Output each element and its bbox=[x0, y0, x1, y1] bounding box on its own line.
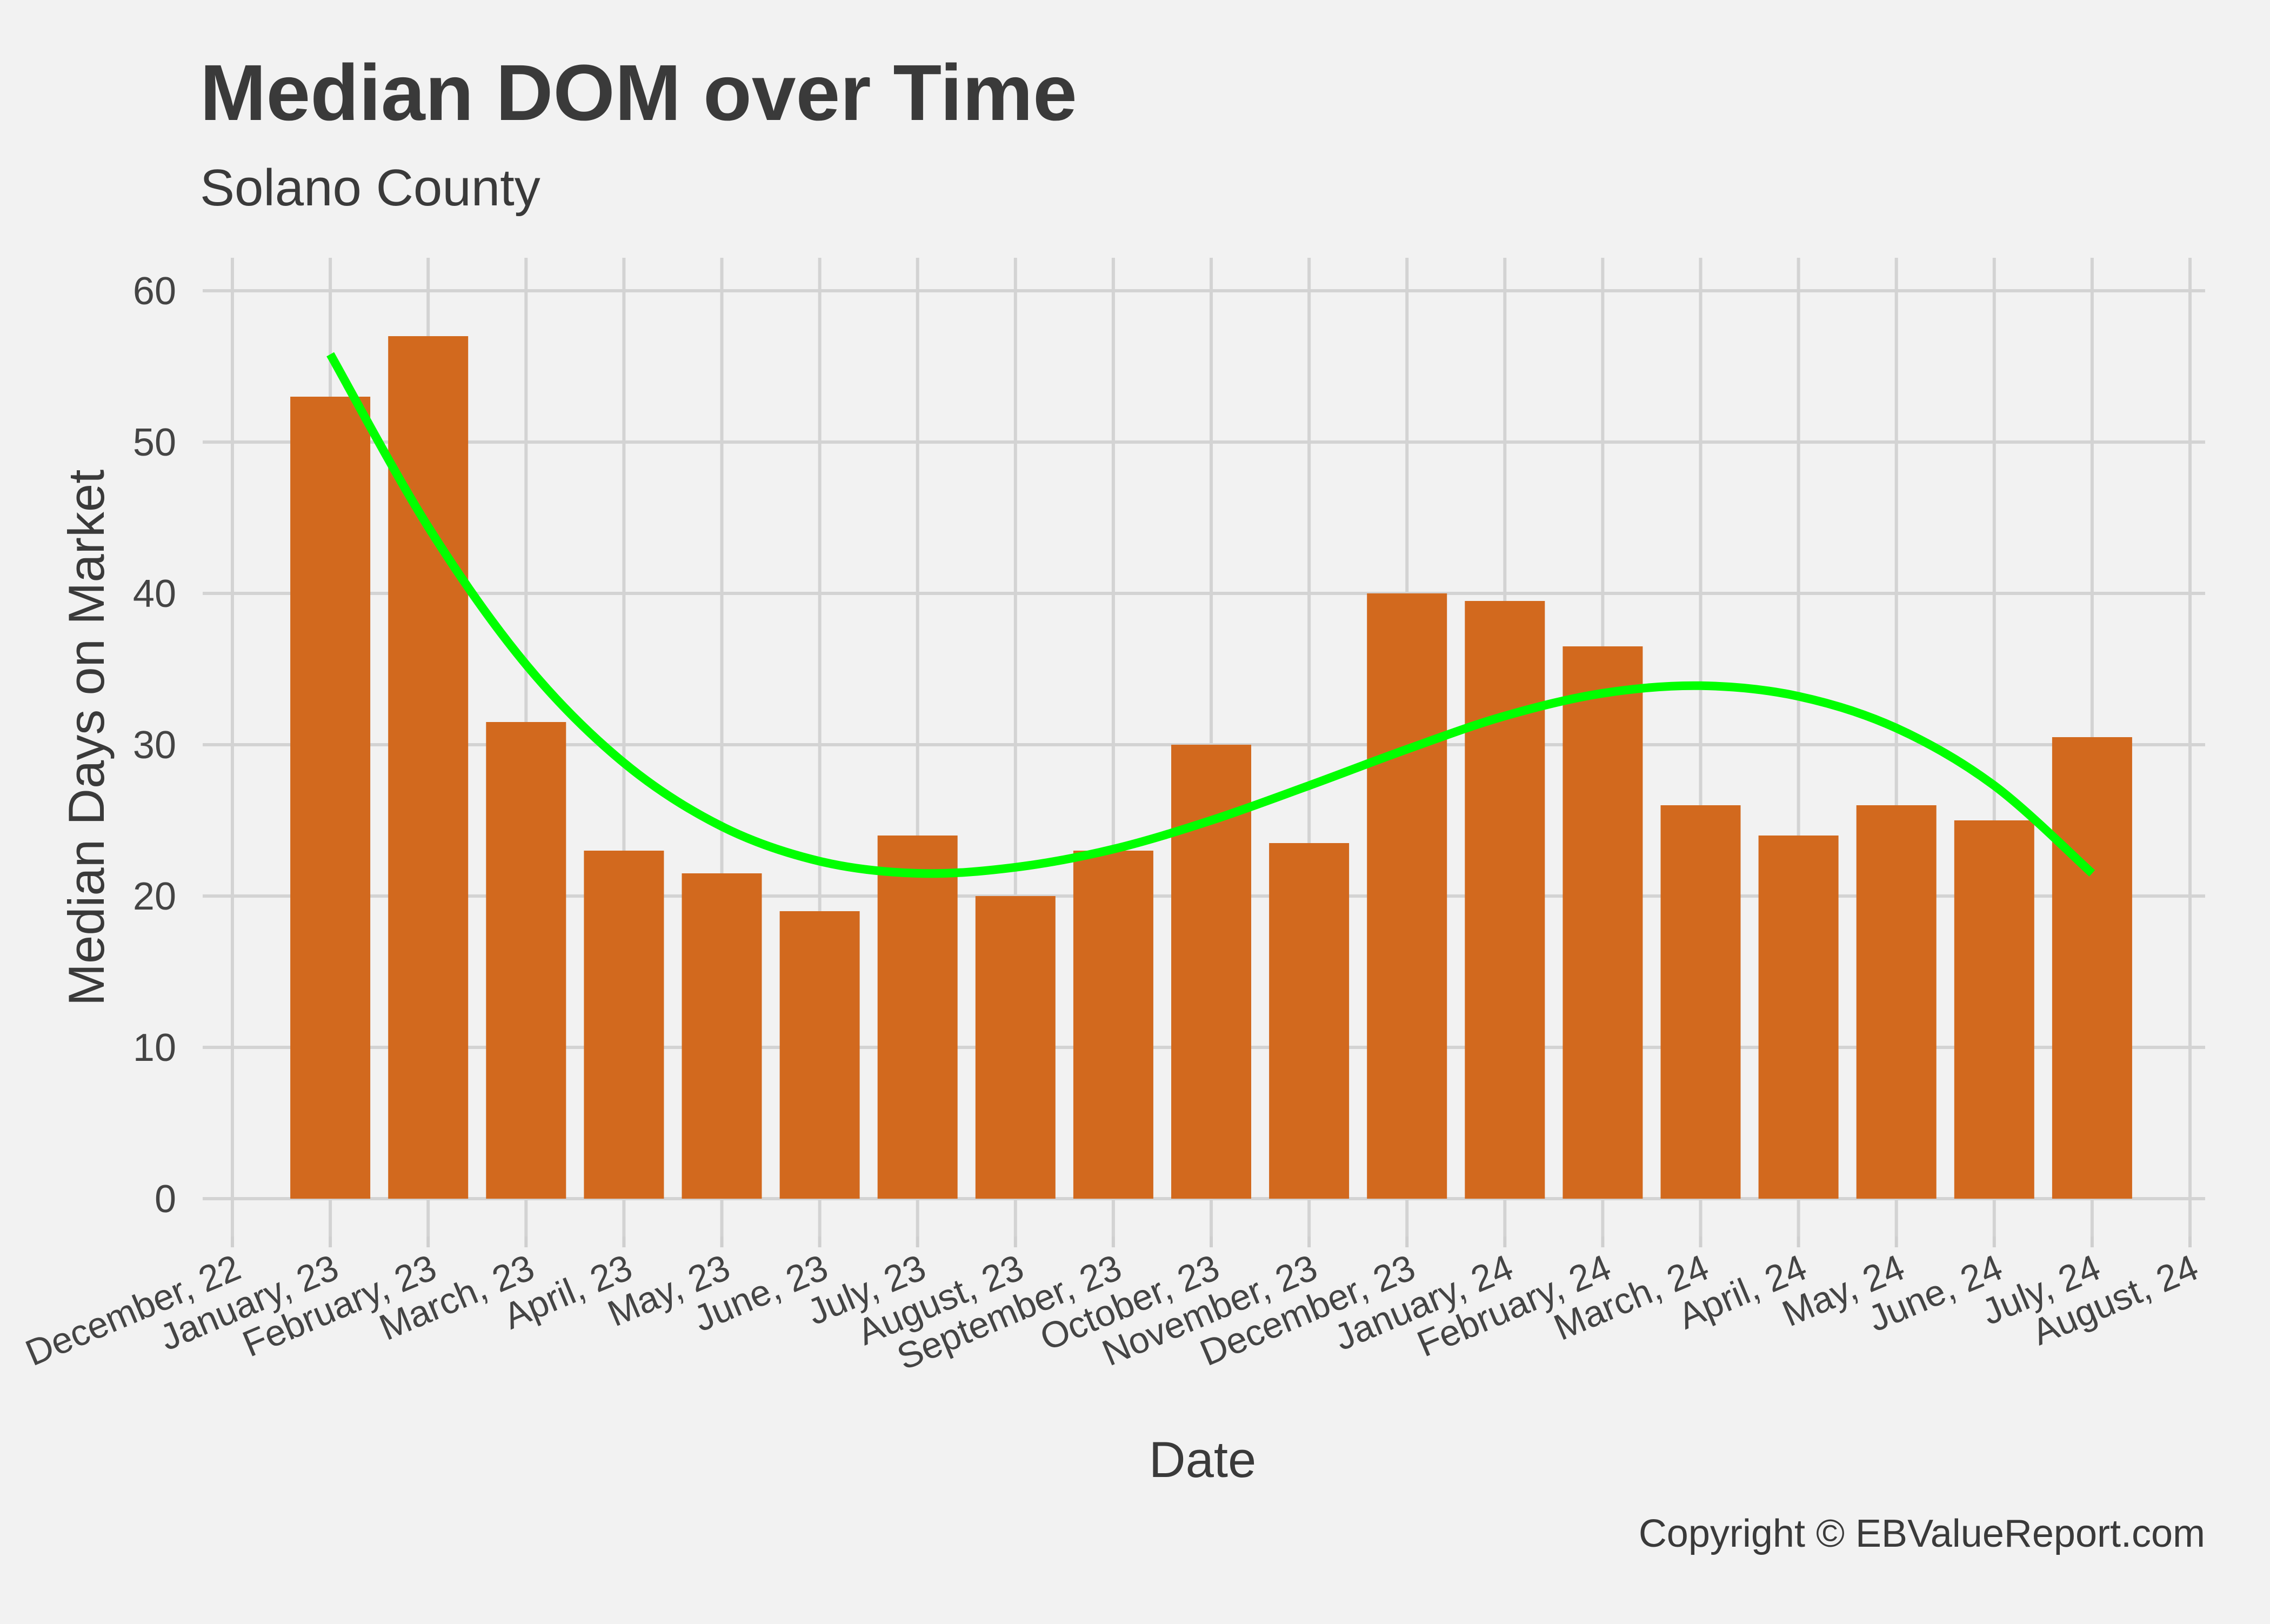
bar-12 bbox=[1367, 593, 1447, 1199]
y-axis: 0 10 20 30 40 50 60 bbox=[133, 270, 176, 1221]
y-tick-label: 40 bbox=[133, 572, 176, 616]
bar-2 bbox=[388, 336, 469, 1199]
bar-14 bbox=[1563, 646, 1643, 1199]
bar-5 bbox=[682, 873, 762, 1199]
bar-15 bbox=[1660, 805, 1741, 1199]
y-tick-label: 20 bbox=[133, 875, 176, 918]
bar-layer bbox=[290, 336, 2132, 1199]
bar-3 bbox=[486, 722, 566, 1199]
y-tick-label: 50 bbox=[133, 421, 176, 464]
bar-8 bbox=[975, 896, 1056, 1199]
bar-19 bbox=[2052, 737, 2132, 1199]
bar-4 bbox=[584, 851, 664, 1199]
bar-6 bbox=[779, 911, 860, 1199]
bar-9 bbox=[1073, 851, 1153, 1199]
trend-line bbox=[326, 352, 2095, 878]
bar-7 bbox=[877, 836, 958, 1199]
bar-16 bbox=[1758, 836, 1839, 1199]
chart-subtitle: Solano County bbox=[200, 159, 540, 217]
x-axis-title: Date bbox=[1149, 1431, 1257, 1488]
y-axis-title: Median Days on Market bbox=[58, 470, 115, 1006]
y-tick-label: 0 bbox=[155, 1178, 176, 1221]
trend-layer bbox=[326, 352, 2095, 878]
y-tick-label: 30 bbox=[133, 724, 176, 767]
bar-13 bbox=[1465, 601, 1545, 1199]
bar-1 bbox=[290, 397, 371, 1199]
bar-17 bbox=[1856, 805, 1937, 1199]
y-tick-label: 60 bbox=[133, 270, 176, 313]
bar-11 bbox=[1269, 843, 1350, 1199]
chart-title: Median DOM over Time bbox=[200, 49, 1077, 137]
bar-18 bbox=[1954, 820, 2034, 1199]
chart-caption: Copyright © EBValueReport.com bbox=[1639, 1512, 2205, 1555]
y-tick-label: 10 bbox=[133, 1026, 176, 1070]
